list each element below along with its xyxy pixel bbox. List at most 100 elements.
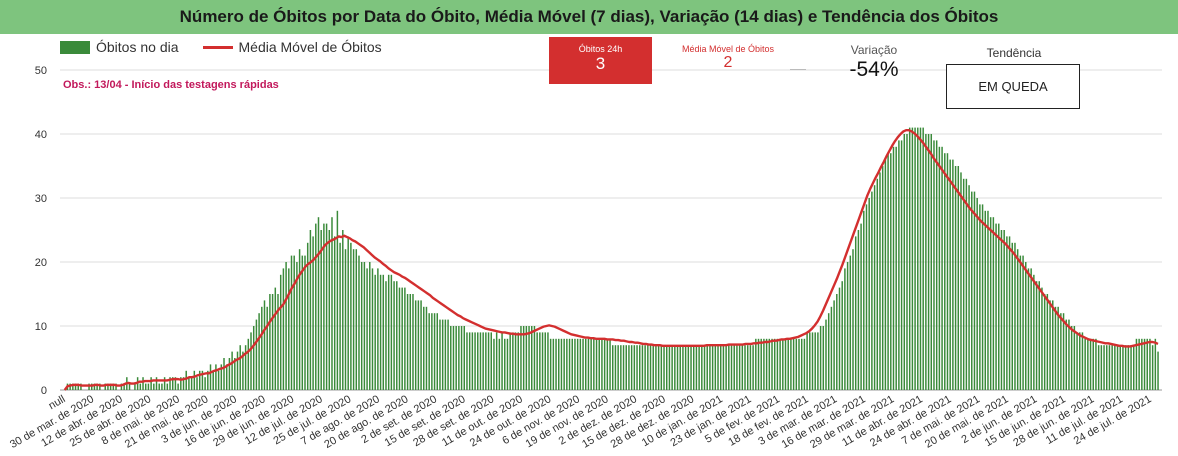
bar bbox=[935, 140, 938, 390]
bar bbox=[633, 345, 636, 390]
bar bbox=[312, 236, 314, 390]
bar bbox=[134, 383, 136, 390]
bar bbox=[571, 338, 573, 390]
bar bbox=[792, 338, 795, 390]
bar bbox=[1087, 338, 1089, 390]
bar bbox=[995, 223, 997, 390]
bar bbox=[690, 345, 692, 390]
kpi-tendencia-label: Tendência bbox=[986, 46, 1042, 60]
bar bbox=[830, 306, 833, 390]
bar bbox=[890, 153, 892, 390]
y-tick-label: 10 bbox=[35, 321, 47, 333]
bar bbox=[1084, 338, 1086, 390]
bar bbox=[506, 338, 509, 390]
bar bbox=[930, 134, 933, 390]
bar bbox=[91, 383, 93, 390]
bar bbox=[765, 338, 768, 390]
bar bbox=[625, 345, 627, 390]
bar bbox=[560, 338, 563, 390]
bar bbox=[957, 166, 960, 390]
bar bbox=[979, 204, 981, 390]
bar bbox=[630, 345, 633, 390]
bar bbox=[423, 306, 425, 390]
bar bbox=[582, 338, 584, 390]
bar bbox=[463, 326, 466, 390]
bar bbox=[741, 345, 744, 390]
bar bbox=[1135, 338, 1138, 390]
bar bbox=[992, 217, 995, 390]
legend-label-bars: Óbitos no dia bbox=[96, 39, 179, 55]
bar bbox=[898, 140, 900, 390]
bar bbox=[865, 204, 868, 390]
bar bbox=[841, 281, 843, 390]
bar bbox=[252, 326, 255, 390]
bar bbox=[223, 358, 225, 390]
bar bbox=[1151, 345, 1154, 390]
bar bbox=[733, 345, 735, 390]
bar bbox=[266, 306, 268, 390]
bar bbox=[309, 230, 312, 390]
bar bbox=[1138, 338, 1140, 390]
bar bbox=[539, 332, 541, 390]
bar bbox=[404, 287, 406, 390]
bar bbox=[139, 383, 142, 390]
bar bbox=[466, 332, 468, 390]
bar bbox=[873, 185, 876, 390]
bar bbox=[352, 249, 355, 390]
bar bbox=[541, 332, 544, 390]
bar bbox=[601, 338, 603, 390]
bar bbox=[755, 338, 757, 390]
bar bbox=[787, 338, 789, 390]
bar bbox=[436, 313, 439, 390]
bar bbox=[576, 338, 579, 390]
chart-legend: Óbitos no dia Média Móvel de Óbitos bbox=[60, 39, 382, 55]
bar bbox=[261, 306, 263, 390]
bar bbox=[236, 351, 239, 390]
bar bbox=[833, 300, 835, 390]
bar bbox=[973, 191, 976, 390]
bar bbox=[622, 345, 625, 390]
bar bbox=[331, 217, 333, 390]
bar bbox=[431, 313, 433, 390]
bar bbox=[474, 332, 476, 390]
y-tick-label: 20 bbox=[35, 257, 47, 269]
bar bbox=[598, 338, 600, 390]
bar bbox=[425, 306, 428, 390]
bar bbox=[239, 345, 241, 390]
bar bbox=[363, 262, 366, 390]
bar bbox=[533, 326, 536, 390]
bar bbox=[169, 377, 171, 390]
bar bbox=[566, 338, 568, 390]
bar bbox=[387, 274, 390, 390]
bar bbox=[234, 358, 236, 390]
bar bbox=[406, 294, 409, 390]
kpi-media-movel-sparkline bbox=[790, 69, 806, 70]
bar bbox=[871, 191, 873, 390]
bar bbox=[1041, 287, 1043, 390]
bar bbox=[776, 338, 779, 390]
bar bbox=[342, 230, 344, 390]
bar bbox=[163, 377, 166, 390]
bar bbox=[746, 345, 749, 390]
bar bbox=[509, 332, 511, 390]
bar bbox=[485, 332, 487, 390]
bar bbox=[522, 326, 525, 390]
bar bbox=[99, 383, 101, 390]
bar bbox=[274, 287, 277, 390]
bar bbox=[938, 146, 941, 390]
bar bbox=[692, 345, 695, 390]
bar bbox=[563, 338, 565, 390]
bar bbox=[344, 249, 347, 390]
bar bbox=[965, 178, 968, 390]
bar bbox=[549, 338, 552, 390]
bar bbox=[369, 262, 371, 390]
bar bbox=[301, 255, 304, 390]
bar bbox=[212, 370, 214, 390]
bar bbox=[468, 332, 471, 390]
bar bbox=[390, 274, 393, 390]
bar bbox=[895, 146, 897, 390]
bar bbox=[892, 146, 895, 390]
bar bbox=[428, 313, 430, 390]
bar bbox=[1122, 345, 1124, 390]
